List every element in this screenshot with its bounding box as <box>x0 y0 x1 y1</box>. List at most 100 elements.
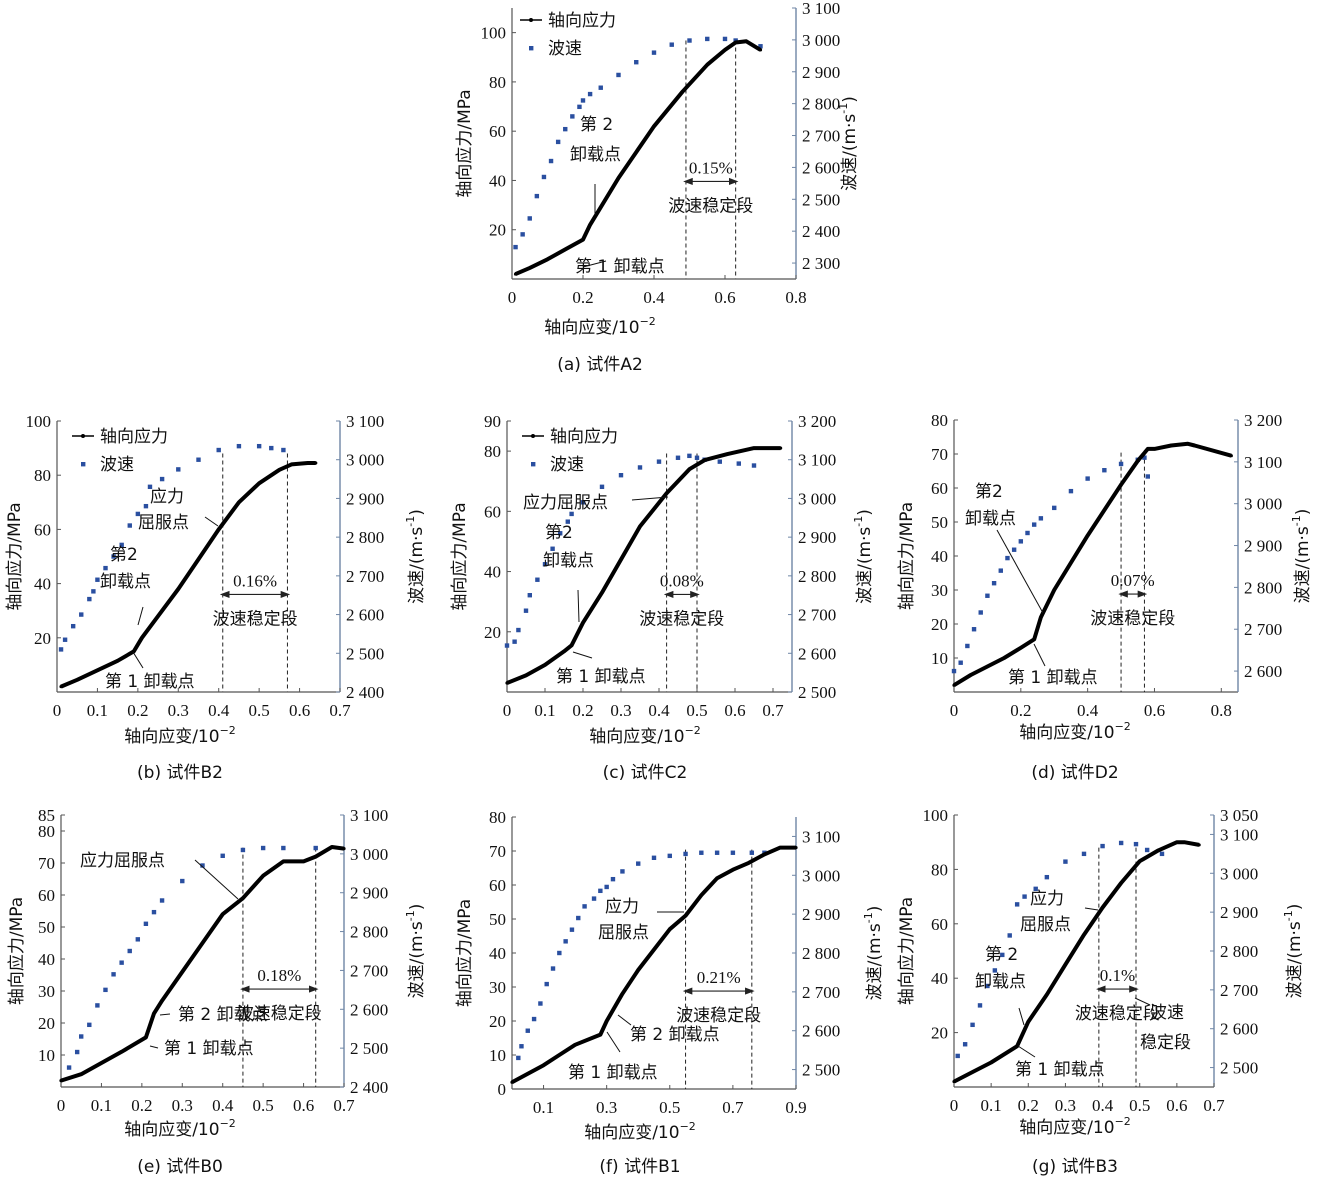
legend-stress-marker <box>81 434 85 438</box>
wave-speed-point <box>87 596 92 602</box>
wave-speed-point <box>557 950 562 956</box>
y-tick-label: 10 <box>489 1046 506 1065</box>
wave-speed-point <box>687 38 692 43</box>
stress-point <box>1175 840 1179 844</box>
stress-point <box>289 462 294 466</box>
y2-tick-label: 2 400 <box>350 1078 388 1097</box>
stress-point <box>725 452 730 456</box>
stress-point <box>1019 646 1023 650</box>
wave-speed-point <box>70 623 76 629</box>
y-axis-label-right-close: ) <box>865 906 885 913</box>
wave-speed-point <box>525 1028 530 1033</box>
y-tick-label: 90 <box>484 412 501 431</box>
y2-tick-label: 2 800 <box>802 95 840 114</box>
y2-tick-label: 2 800 <box>346 528 384 547</box>
y-tick-label: 50 <box>38 918 55 937</box>
y-axis-label-right-sup: -1 <box>837 103 850 114</box>
stress-point <box>156 614 160 618</box>
x-tick-label: 0.8 <box>785 288 806 307</box>
wave-speed-point <box>103 987 108 993</box>
y2-tick-label: 2 700 <box>346 567 384 586</box>
stable-range-percent: 0.1% <box>1100 966 1135 985</box>
wave-speed-point <box>1145 474 1150 479</box>
stress-point <box>314 855 318 859</box>
x-axis-label: 轴向应变/10−2 <box>1019 720 1131 743</box>
annotation-label: 第2 <box>110 545 138 565</box>
y2-tick-label: 2 900 <box>802 63 840 82</box>
wave-speed-point <box>519 1044 524 1049</box>
x-tick-label: 0.9 <box>785 1098 806 1117</box>
stress-point <box>752 446 756 450</box>
x-tick-label: 0.7 <box>333 1096 355 1115</box>
wave-speed-point <box>143 503 149 509</box>
legend-wave-label: 波速 <box>100 455 134 475</box>
annotation-label: 应力屈服点 <box>80 851 165 871</box>
chart-panel-e: 0 0.1 0.2 0.3 0.4 0.5 0.6 0.7 10 20 30 40 50 60 70 8085… <box>7 806 427 1177</box>
x-axis-label-sup: −2 <box>1115 720 1131 733</box>
annotation-label: 屈服点 <box>138 513 189 533</box>
wave-speed-point <box>151 909 157 915</box>
wave-speed-point <box>542 562 548 567</box>
wave-speed-point <box>147 484 153 490</box>
y-axis-label-right-sup: -1 <box>862 912 875 923</box>
y-tick-label: 60 <box>34 520 51 539</box>
y2-tick-label: 3 100 <box>1244 453 1282 472</box>
y-tick-label: 80 <box>489 808 506 827</box>
y2-tick-label: 2 500 <box>802 190 840 209</box>
y2-tick-label: 2 600 <box>1220 1020 1258 1039</box>
y2-tick-label: 2 700 <box>1244 620 1282 639</box>
stress-point <box>160 999 164 1003</box>
wave-speed-point <box>985 983 990 989</box>
legend-stress-label: 轴向应力 <box>550 427 618 447</box>
x-tick-label: 0.2 <box>127 701 148 720</box>
x-tick-label: 0.2 <box>1018 1096 1039 1115</box>
x-tick-label: 0.3 <box>610 701 631 720</box>
wave-speed-point <box>91 589 96 594</box>
annotation-leader <box>132 651 144 669</box>
y2-tick-label: 3 000 <box>802 31 840 50</box>
wave-speed-point <box>256 443 262 449</box>
y2-tick-label: 2 800 <box>1244 578 1282 597</box>
wave-speed-point <box>538 1001 543 1006</box>
y-tick-label: 60 <box>931 915 948 934</box>
y2-tick-label: 2 900 <box>1220 903 1258 922</box>
stress-point <box>605 1019 609 1023</box>
stable-range-label: 波速稳定段 <box>1075 1004 1160 1024</box>
wave-speed-point <box>610 876 616 882</box>
wave-speed-point <box>958 660 963 665</box>
wave-speed-point <box>971 627 977 632</box>
stress-point <box>573 1043 577 1047</box>
wave-speed-point <box>1118 840 1124 846</box>
wave-speed-point <box>119 542 124 548</box>
stress-point <box>1186 442 1190 446</box>
y2-tick-label: 2 700 <box>802 127 840 146</box>
wave-speed-point <box>240 847 246 853</box>
wave-speed-point <box>699 850 704 855</box>
stress-point <box>505 681 509 685</box>
annotation-label: 第 1 卸载点 <box>105 672 195 692</box>
stress-point <box>221 912 225 916</box>
stress-point <box>1032 637 1036 641</box>
y-tick-label: 80 <box>38 822 55 841</box>
y-tick-label: 40 <box>38 950 55 969</box>
y2-tick-label: 2 400 <box>346 683 384 702</box>
y-axis-label-right-sup: -1 <box>404 910 417 921</box>
wave-speed-point <box>79 612 84 617</box>
y-tick-label: 85 <box>38 806 55 825</box>
y2-tick-label: 2 700 <box>798 606 836 625</box>
x-axis-label: 轴向应变/10−2 <box>1019 1115 1131 1138</box>
legend-stress-label: 轴向应力 <box>100 427 168 447</box>
x-tick-label: 0.5 <box>1129 1096 1150 1115</box>
y-tick-label: 40 <box>931 547 948 566</box>
wave-speed-point <box>1018 539 1024 544</box>
y-tick-label: 60 <box>489 122 506 141</box>
annotation-label: 应力 <box>605 897 639 917</box>
wave-speed-point <box>683 851 688 857</box>
x-tick-label: 0.2 <box>572 288 593 307</box>
wave-speed-point <box>749 850 755 855</box>
stress-point <box>985 664 990 669</box>
y-tick-label: 40 <box>931 969 948 988</box>
y2-tick-label: 2 800 <box>350 923 388 942</box>
wave-speed-point <box>313 845 318 851</box>
stress-point <box>668 927 672 931</box>
